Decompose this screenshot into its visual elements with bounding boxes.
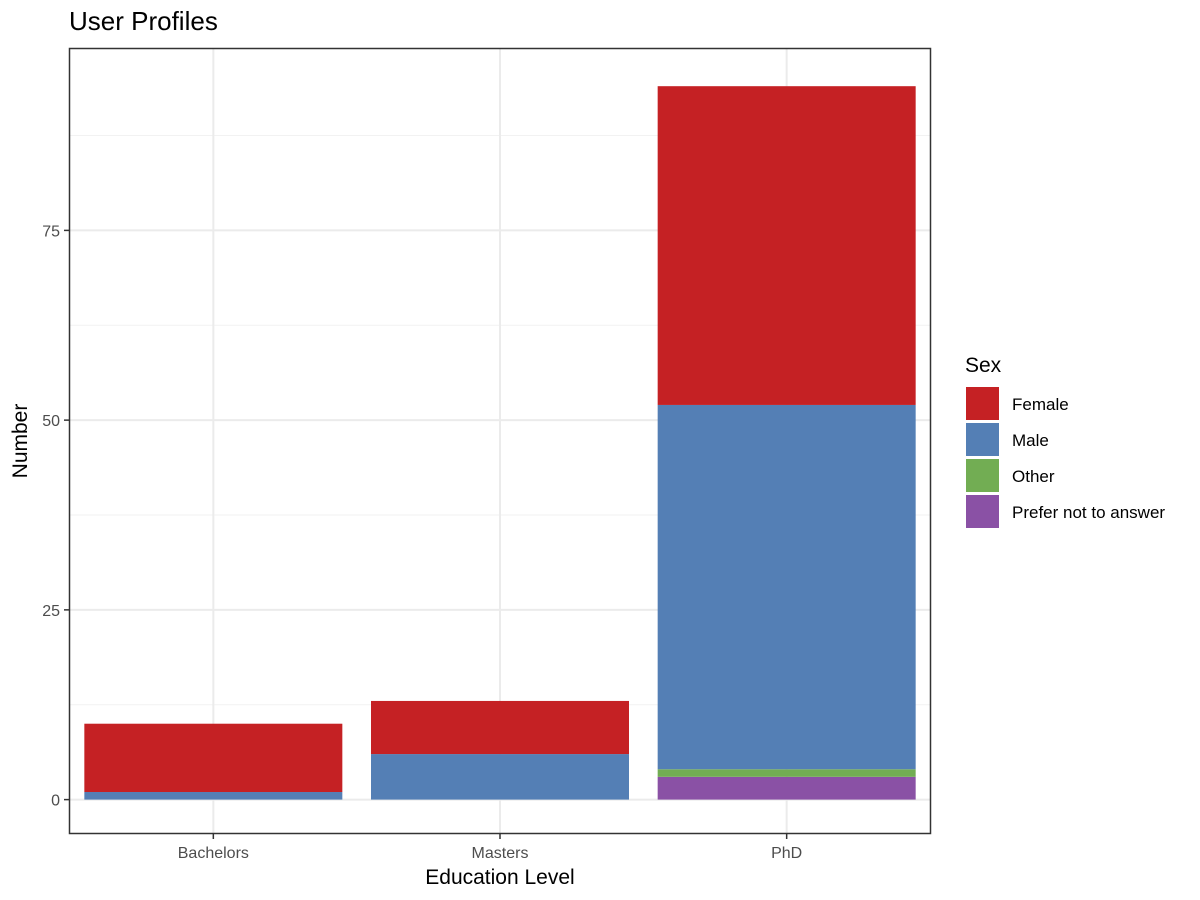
- legend-label-male: Male: [1012, 431, 1049, 450]
- bar-phd-male: [657, 404, 916, 770]
- bar-phd-prefer-not-to-answer: [657, 776, 916, 800]
- y-tick-label: 75: [42, 223, 60, 240]
- bar-phd-female: [657, 86, 916, 405]
- legend-key-male: [966, 423, 999, 456]
- legend-label-other: Other: [1012, 467, 1055, 486]
- x-tick-label: Masters: [472, 845, 529, 862]
- bar-masters-male: [371, 754, 629, 800]
- bar-masters-female: [371, 700, 629, 755]
- legend: Sex Female Male Other Prefer not to answer: [965, 354, 1165, 528]
- legend-label-female: Female: [1012, 395, 1069, 414]
- legend-label-prefer-not-to-answer: Prefer not to answer: [1012, 503, 1165, 522]
- bar-phd-other: [657, 769, 916, 777]
- y-axis-ticks: 0 25 50 75: [42, 223, 70, 810]
- legend-key-other: [966, 459, 999, 492]
- y-axis-title: Number: [9, 404, 32, 479]
- bar-bachelors-female: [84, 723, 343, 793]
- y-tick-label: 25: [42, 603, 60, 620]
- legend-title: Sex: [965, 354, 1002, 377]
- y-tick-label: 0: [51, 793, 60, 810]
- x-axis-title: Education Level: [425, 866, 574, 889]
- bars-group: [84, 86, 916, 800]
- x-axis-ticks: Bachelors Masters PhD: [178, 833, 802, 862]
- chart-title: User Profiles: [69, 6, 218, 36]
- x-tick-label: PhD: [771, 845, 802, 862]
- x-tick-label: Bachelors: [178, 845, 249, 862]
- legend-key-female: [966, 387, 999, 420]
- y-tick-label: 50: [42, 413, 60, 430]
- bar-bachelors-male: [84, 792, 343, 800]
- legend-key-prefer-not-to-answer: [966, 495, 999, 528]
